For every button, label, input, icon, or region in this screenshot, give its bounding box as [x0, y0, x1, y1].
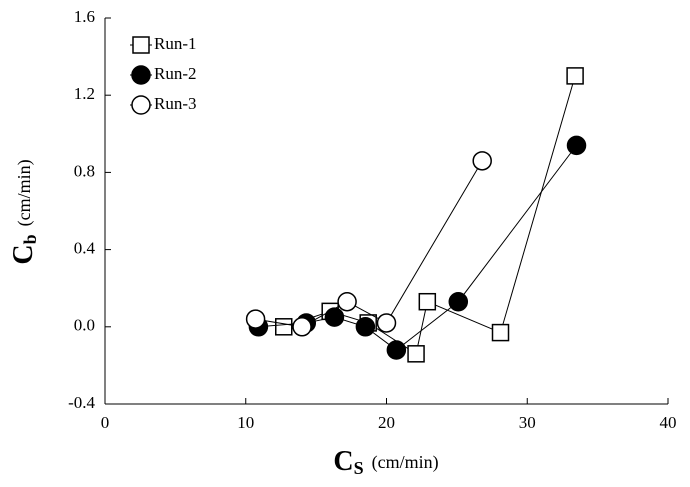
x-axis-label: CS (cm/min) — [333, 446, 438, 478]
x-tick-label: 40 — [660, 413, 677, 432]
legend-marker — [131, 95, 151, 115]
y-tick-label: 1.6 — [74, 7, 95, 26]
y-tick-label: 1.2 — [74, 84, 95, 103]
marker — [491, 323, 510, 342]
legend-label: Run-1 — [154, 34, 197, 53]
marker — [245, 309, 266, 329]
unit: (cm/min) — [14, 159, 35, 226]
symbol: C — [333, 446, 353, 477]
marker — [355, 317, 376, 337]
legend-label: Run-2 — [154, 64, 197, 83]
marker — [376, 313, 397, 333]
marker — [448, 291, 469, 312]
marker — [337, 291, 357, 312]
unit: (cm/min) — [372, 452, 439, 473]
marker — [275, 318, 293, 336]
x-tick-label: 0 — [101, 413, 110, 432]
marker — [407, 345, 425, 363]
y-axis-label: Cb (cm/min) — [8, 159, 40, 264]
x-tick-label: 20 — [378, 413, 395, 432]
marker — [324, 307, 345, 327]
marker — [292, 317, 312, 337]
marker — [566, 135, 587, 156]
x-tick-label: 10 — [237, 413, 254, 432]
marker — [472, 151, 492, 171]
legend-label: Run-3 — [154, 94, 197, 113]
legend-marker — [131, 65, 151, 85]
legend-marker — [132, 36, 150, 54]
y-tick-label: 0.8 — [74, 161, 95, 180]
marker — [386, 340, 407, 360]
series-line — [255, 160, 483, 328]
y-tick-label: 0.4 — [74, 239, 96, 258]
marker — [566, 67, 584, 85]
marker — [418, 292, 437, 311]
y-tick-label: 0.0 — [74, 316, 95, 335]
symbol: C — [8, 244, 39, 264]
x-tick-label: 30 — [519, 413, 536, 432]
subscript: b — [20, 234, 40, 244]
subscript: S — [354, 458, 364, 478]
y-tick-label: -0.4 — [68, 393, 95, 412]
